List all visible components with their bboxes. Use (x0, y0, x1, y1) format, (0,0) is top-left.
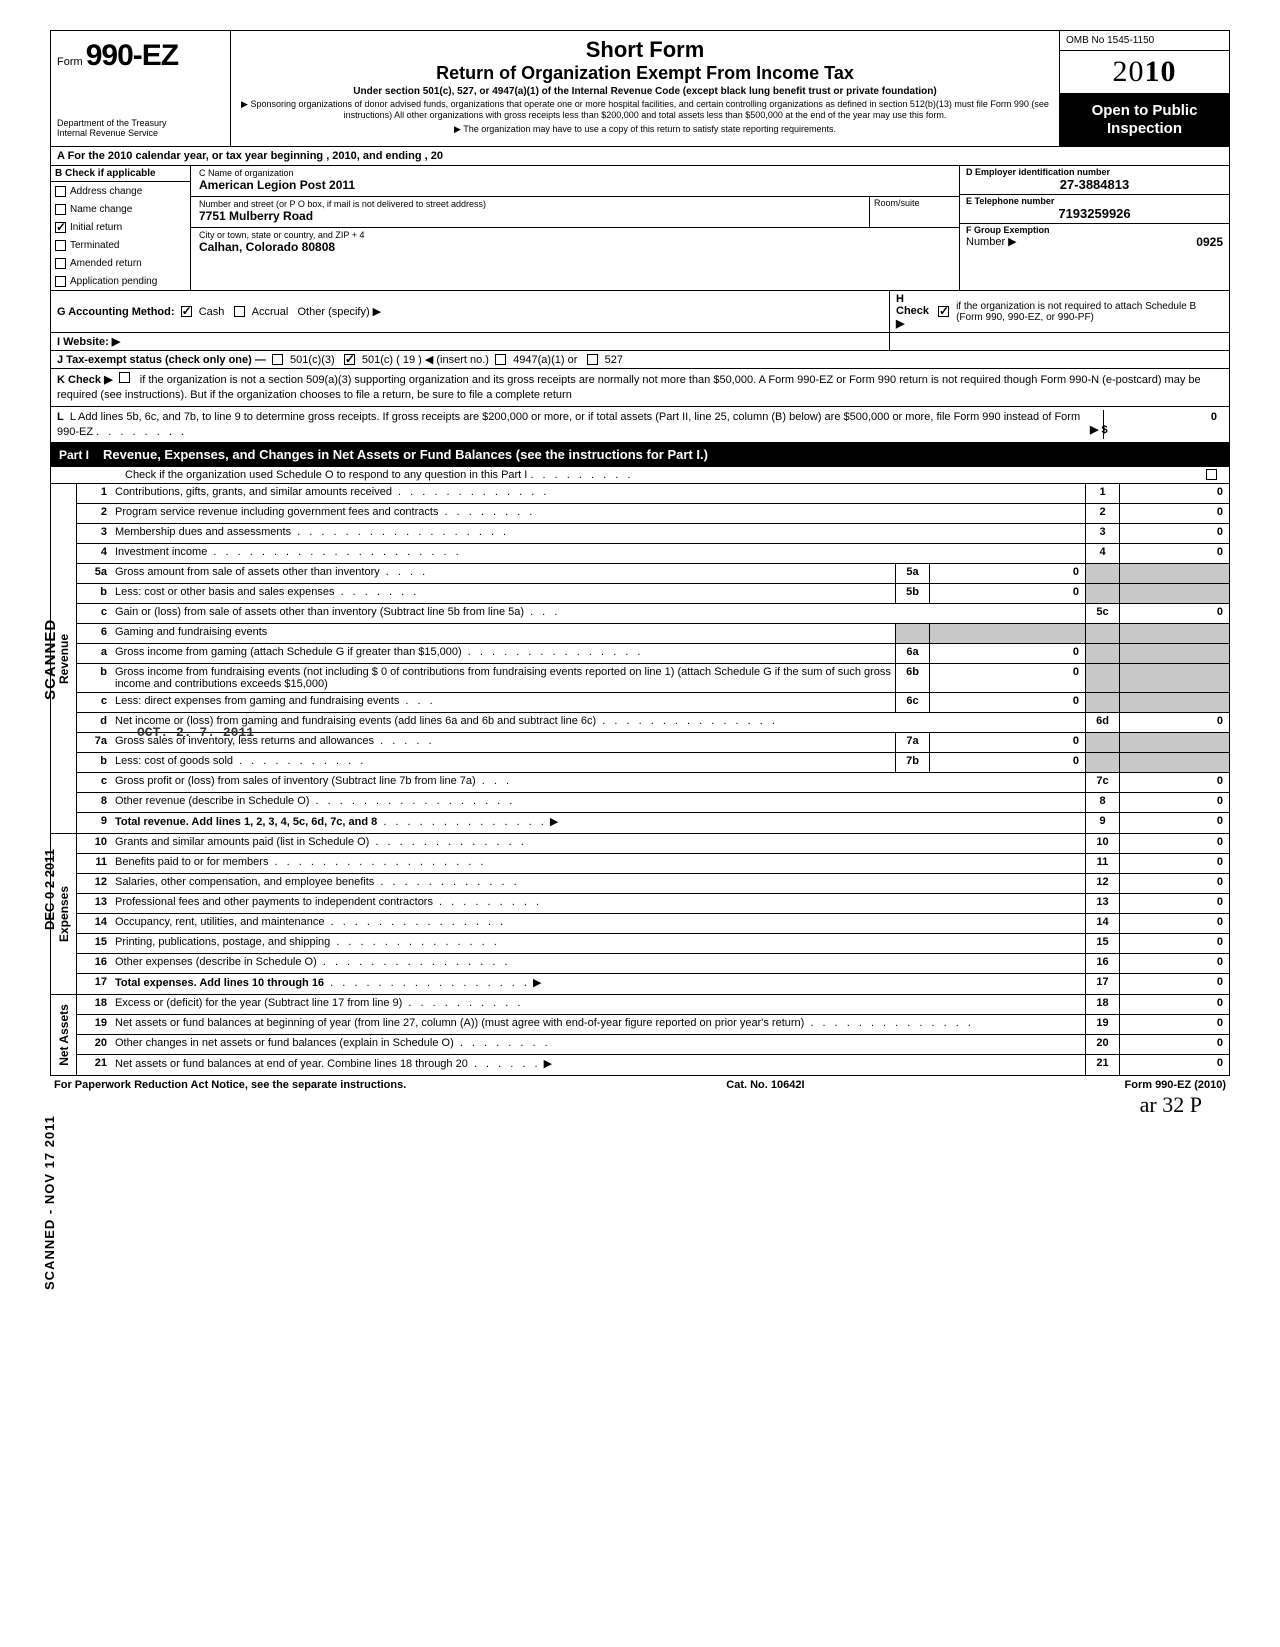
h-text: if the organization is not required to a… (956, 301, 1223, 323)
cash-label: Cash (199, 306, 225, 318)
initials: ar 32 P (1140, 1092, 1202, 1118)
row-l: L L Add lines 5b, 6c, and 7b, to line 9 … (50, 407, 1230, 444)
j-501c-label: 501(c) ( 19 ) ◀ (insert no.) (362, 353, 489, 366)
g-label: G Accounting Method: (57, 306, 175, 318)
j-527-label: 527 (605, 354, 623, 366)
section-line: Under section 501(c), 527, or 4947(a)(1)… (241, 86, 1049, 97)
chk-initial-return[interactable]: Initial return (51, 218, 190, 236)
row-j: J Tax-exempt status (check only one) — 5… (50, 351, 1230, 369)
net-assets-side-label: Net Assets (57, 1005, 71, 1067)
revenue-side-label: Revenue (57, 634, 71, 684)
chk-527[interactable] (587, 354, 598, 365)
chk-schedule-o[interactable] (1206, 469, 1217, 480)
part-1-subheader: Check if the organization used Schedule … (50, 467, 1230, 484)
room-suite-label: Room/suite (869, 197, 959, 227)
expenses-table: Expenses 10Grants and similar amounts pa… (50, 834, 1230, 995)
j-label: J Tax-exempt status (check only one) — (57, 354, 266, 366)
accrual-label: Accrual (252, 306, 289, 318)
paperwork-notice: For Paperwork Reduction Act Notice, see … (54, 1079, 406, 1091)
chk-amended[interactable]: Amended return (51, 254, 190, 272)
revenue-table: Revenue 1Contributions, gifts, grants, a… (50, 484, 1230, 834)
chk-accrual[interactable] (234, 306, 245, 317)
f-number-label: Number ▶ (966, 235, 1017, 249)
cat-number: Cat. No. 10642I (726, 1079, 804, 1091)
h-label: H Check ▶ (896, 293, 935, 330)
short-form-title: Short Form (241, 37, 1049, 63)
chk-501c3[interactable] (272, 354, 283, 365)
c-label: C Name of organization (195, 167, 955, 178)
chk-cash[interactable] (181, 306, 192, 317)
ein: 27-3884813 (966, 177, 1223, 192)
header-instr-2: The organization may have to use a copy … (241, 124, 1049, 135)
i-label: I Website: ▶ (57, 335, 120, 348)
row-a-tax-year: A For the 2010 calendar year, or tax yea… (50, 147, 1230, 166)
scanned-stamp-2: SCANNED - NOV 17 2011 (42, 1115, 57, 1290)
l-gross-receipts: 0 (1211, 411, 1217, 423)
city-label: City or town, state or country, and ZIP … (195, 229, 955, 240)
chk-h[interactable] (938, 306, 949, 317)
b-header: B Check if applicable (51, 166, 190, 182)
row-k: K Check ▶ if the organization is not a s… (50, 369, 1230, 407)
return-title: Return of Organization Exempt From Incom… (241, 63, 1049, 84)
org-city: Calhan, Colorado 80808 (195, 240, 955, 256)
other-specify-label: Other (specify) ▶ (298, 305, 382, 318)
form-number: Form 990-EZ (57, 39, 224, 73)
header-instr-1: Sponsoring organizations of donor advise… (241, 99, 1049, 122)
tax-year: 2010 (1060, 51, 1229, 94)
group-exemption-number: 0925 (1196, 235, 1223, 249)
form-ref: Form 990-EZ (2010) (1125, 1079, 1227, 1091)
net-assets-table: Net Assets 18Excess or (deficit) for the… (50, 995, 1230, 1076)
addr-label: Number and street (or P O box, if mail i… (195, 198, 865, 209)
e-label: E Telephone number (966, 196, 1223, 206)
chk-application-pending[interactable]: Application pending (51, 272, 190, 290)
identity-block: B Check if applicable Address change Nam… (50, 166, 1230, 291)
j-4947-label: 4947(a)(1) or (513, 354, 577, 366)
chk-address-change[interactable]: Address change (51, 182, 190, 200)
chk-name-change[interactable]: Name change (51, 200, 190, 218)
part-1-header: Part I Revenue, Expenses, and Changes in… (50, 443, 1230, 467)
chk-501c[interactable] (344, 354, 355, 365)
telephone: 7193259926 (966, 206, 1223, 221)
org-name: American Legion Post 2011 (195, 178, 955, 194)
chk-k[interactable] (119, 372, 130, 383)
dept-label: Department of the Treasury Internal Reve… (57, 118, 224, 138)
form-header: Form 990-EZ Department of the Treasury I… (50, 30, 1230, 147)
chk-4947[interactable] (495, 354, 506, 365)
org-address: 7751 Mulberry Road (195, 209, 865, 225)
open-to-public: Open to PublicInspection (1060, 94, 1229, 146)
chk-terminated[interactable]: Terminated (51, 236, 190, 254)
page-footer: For Paperwork Reduction Act Notice, see … (50, 1076, 1230, 1094)
f-label: F Group Exemption (966, 225, 1223, 235)
d-label: D Employer identification number (966, 167, 1223, 177)
expenses-side-label: Expenses (57, 886, 71, 942)
omb-number: OMB No 1545-1150 (1060, 31, 1229, 51)
j-501c3-label: 501(c)(3) (290, 354, 335, 366)
